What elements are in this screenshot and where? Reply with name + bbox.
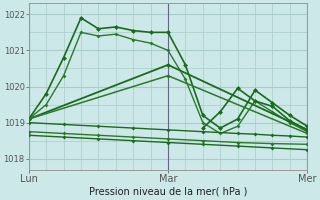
X-axis label: Pression niveau de la mer( hPa ): Pression niveau de la mer( hPa ) bbox=[89, 187, 247, 197]
